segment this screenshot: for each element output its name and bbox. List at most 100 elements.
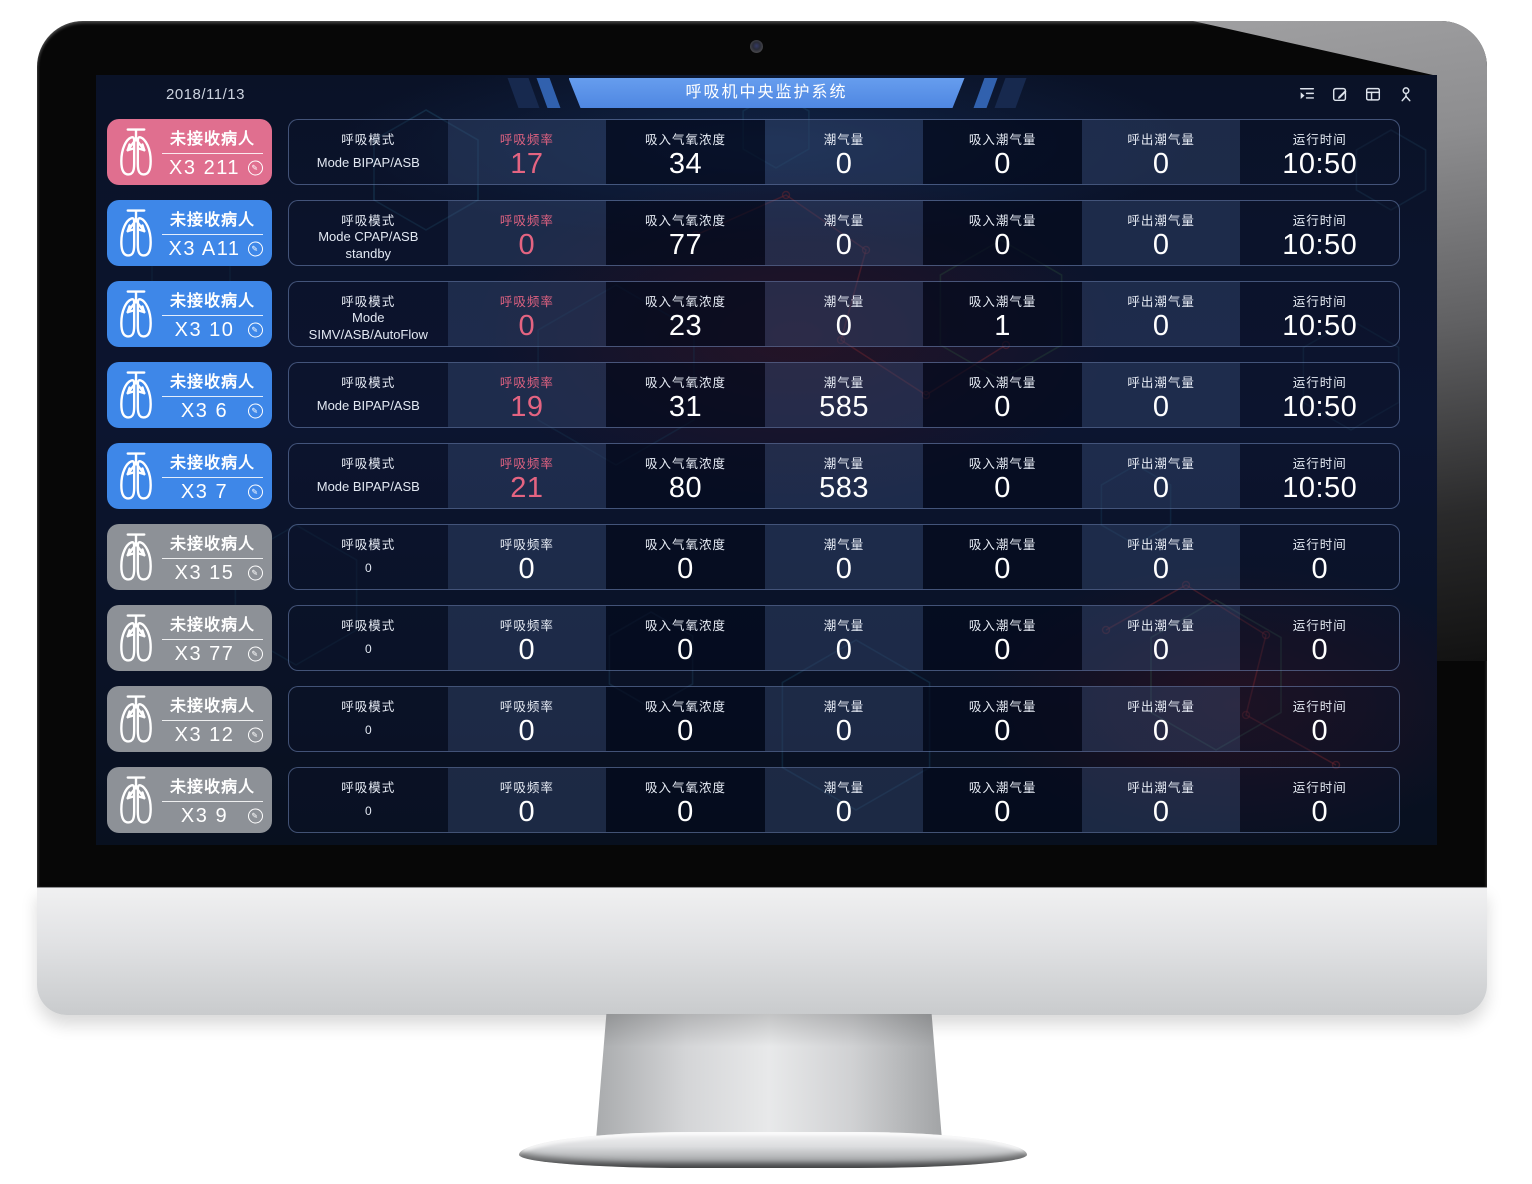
patient-badge[interactable]: 未接收病人 X3 10 ✎ (107, 281, 272, 347)
patient-badge[interactable]: 未接收病人 X3 15 ✎ (107, 524, 272, 590)
vital-cell: 呼吸频率 0 (447, 687, 607, 751)
vital-cell: 潮气量 0 (764, 687, 924, 751)
patient-badge[interactable]: 未接收病人 X3 7 ✎ (107, 443, 272, 509)
bed-id: X3 6 (180, 399, 229, 422)
layout-icon[interactable] (1364, 85, 1382, 103)
patient-badge[interactable]: 未接收病人 X3 6 ✎ (107, 362, 272, 428)
edit-icon[interactable]: ✎ (248, 241, 263, 257)
patient-row: 未接收病人 X3 12 ✎ 呼吸模式 0 呼吸频率 0 吸入气氧浓度 0 潮气量 0 吸入潮气量… (107, 686, 1400, 752)
cell-header: 呼吸模式 (341, 376, 396, 390)
cell-header: 呼出潮气量 (1127, 376, 1195, 390)
patient-badge[interactable]: 未接收病人 X3 A11 ✎ (107, 200, 272, 266)
bed-id: X3 A11 (168, 237, 241, 260)
edit-icon[interactable]: ✎ (248, 403, 263, 419)
menu-collapse-icon[interactable] (1298, 85, 1316, 103)
edit-icon[interactable]: ✎ (248, 646, 263, 662)
bed-id: X3 12 (174, 723, 235, 746)
cell-value: 0 (1311, 715, 1329, 747)
vital-cell: 运行时间 10:50 (1240, 201, 1399, 265)
vital-cell: 吸入潮气量 1 (923, 282, 1082, 346)
badge-divider (162, 557, 263, 559)
edit-icon[interactable]: ✎ (248, 322, 263, 338)
cell-header: 呼出潮气量 (1127, 700, 1195, 714)
patient-badge[interactable]: 未接收病人 X3 77 ✎ (107, 605, 272, 671)
edit-icon[interactable]: ✎ (248, 484, 263, 500)
edit-note-icon[interactable] (1331, 85, 1349, 103)
vital-cell: 潮气量 0 (764, 768, 924, 832)
vital-cell: 呼出潮气量 0 (1081, 282, 1241, 346)
cell-value: 23 (668, 310, 703, 342)
cell-header: 运行时间 (1292, 538, 1347, 552)
cell-value: 34 (668, 148, 703, 180)
edit-icon[interactable]: ✎ (248, 727, 263, 743)
badge-text-block: 未接收病人 X3 9 ✎ (162, 773, 263, 828)
patient-status-label: 未接收病人 (169, 373, 255, 391)
cell-value: 0 (518, 715, 536, 747)
cell-header: 运行时间 (1292, 700, 1347, 714)
cell-header: 呼出潮气量 (1127, 295, 1195, 309)
vital-cell: 吸入潮气量 0 (923, 201, 1082, 265)
vital-cell: 运行时间 10:50 (1240, 444, 1399, 508)
cell-value: 0 (1152, 796, 1170, 828)
patient-row: 未接收病人 X3 77 ✎ 呼吸模式 0 呼吸频率 0 吸入气氧浓度 0 潮气量 0 吸入潮气量… (107, 605, 1400, 671)
edit-icon[interactable]: ✎ (248, 160, 263, 176)
cell-value: 10:50 (1282, 472, 1358, 504)
badge-text-block: 未接收病人 X3 15 ✎ (162, 530, 263, 585)
patient-row: 未接收病人 X3 15 ✎ 呼吸模式 0 呼吸频率 0 吸入气氧浓度 0 潮气量 0 吸入潮气量… (107, 524, 1400, 590)
user-icon[interactable] (1397, 85, 1415, 103)
cell-header: 呼出潮气量 (1127, 619, 1195, 633)
vital-cell: 呼吸频率 0 (447, 525, 607, 589)
bed-id: X3 7 (180, 480, 229, 503)
vital-cell: 潮气量 0 (764, 120, 924, 184)
vital-cell: 吸入潮气量 0 (923, 120, 1082, 184)
patient-status-label: 未接收病人 (169, 697, 255, 715)
vital-cell: 呼出潮气量 0 (1081, 768, 1241, 832)
cell-header: 呼出潮气量 (1127, 538, 1195, 552)
cell-value: 0 (994, 715, 1011, 747)
cell-header: 吸入潮气量 (968, 538, 1037, 552)
bed-id: X3 10 (174, 318, 235, 341)
cell-value: 585 (819, 391, 869, 423)
patient-badge[interactable]: 未接收病人 X3 9 ✎ (107, 767, 272, 833)
cell-value: 0 (994, 553, 1011, 585)
vital-cell: 呼吸模式 Mode BIPAP/ASB (289, 120, 448, 184)
cell-header: 运行时间 (1292, 133, 1347, 147)
cell-header: 吸入气氧浓度 (644, 700, 726, 714)
vitals-table: 呼吸模式 0 呼吸频率 0 吸入气氧浓度 0 潮气量 0 吸入潮气量 0 呼出潮气量 0 运行时间 0 (288, 686, 1400, 752)
patient-row: 未接收病人 X3 A11 ✎ 呼吸模式 Mode CPAP/ASB standby… (107, 200, 1400, 266)
cell-header: 呼出潮气量 (1127, 133, 1195, 147)
vital-cell: 呼吸频率 19 (447, 363, 607, 427)
cell-value: 0 (835, 715, 853, 747)
vital-cell: 呼出潮气量 0 (1081, 687, 1241, 751)
cell-value: 0 (1152, 634, 1170, 666)
vital-cell: 运行时间 10:50 (1240, 363, 1399, 427)
edit-icon[interactable]: ✎ (248, 808, 263, 824)
cell-value: 1 (994, 310, 1011, 342)
patient-badge[interactable]: 未接收病人 X3 12 ✎ (107, 686, 272, 752)
cell-value: 0 (518, 796, 536, 828)
patient-status-label: 未接收病人 (169, 454, 255, 472)
patient-status-label: 未接收病人 (169, 616, 255, 634)
cell-header: 潮气量 (823, 781, 865, 795)
lung-icon (114, 207, 158, 259)
cell-value: 0 (994, 148, 1011, 180)
lung-icon (114, 531, 158, 583)
edit-icon[interactable]: ✎ (248, 565, 263, 581)
cell-header: 呼吸模式 (341, 214, 396, 228)
cell-value: 0 (994, 472, 1011, 504)
cell-header: 吸入气氧浓度 (644, 781, 726, 795)
cell-value: 19 (510, 391, 544, 423)
banner-slash-decor (973, 78, 997, 108)
cell-header: 呼吸频率 (499, 619, 554, 633)
webcam-dot (750, 40, 763, 53)
bed-row: X3 9 ✎ (162, 805, 263, 828)
cell-header: 呼吸模式 (341, 295, 396, 309)
vital-cell: 运行时间 10:50 (1240, 120, 1399, 184)
badge-divider (162, 233, 263, 235)
patient-badge[interactable]: 未接收病人 X3 211 ✎ (107, 119, 272, 185)
cell-header: 呼吸模式 (341, 700, 396, 714)
patient-rows: 未接收病人 X3 211 ✎ 呼吸模式 Mode BIPAP/ASB 呼吸频率 17 吸… (107, 119, 1400, 845)
cell-header: 吸入气氧浓度 (644, 619, 726, 633)
cell-header: 呼出潮气量 (1127, 457, 1195, 471)
cell-value: Mode BIPAP/ASB (316, 479, 420, 495)
